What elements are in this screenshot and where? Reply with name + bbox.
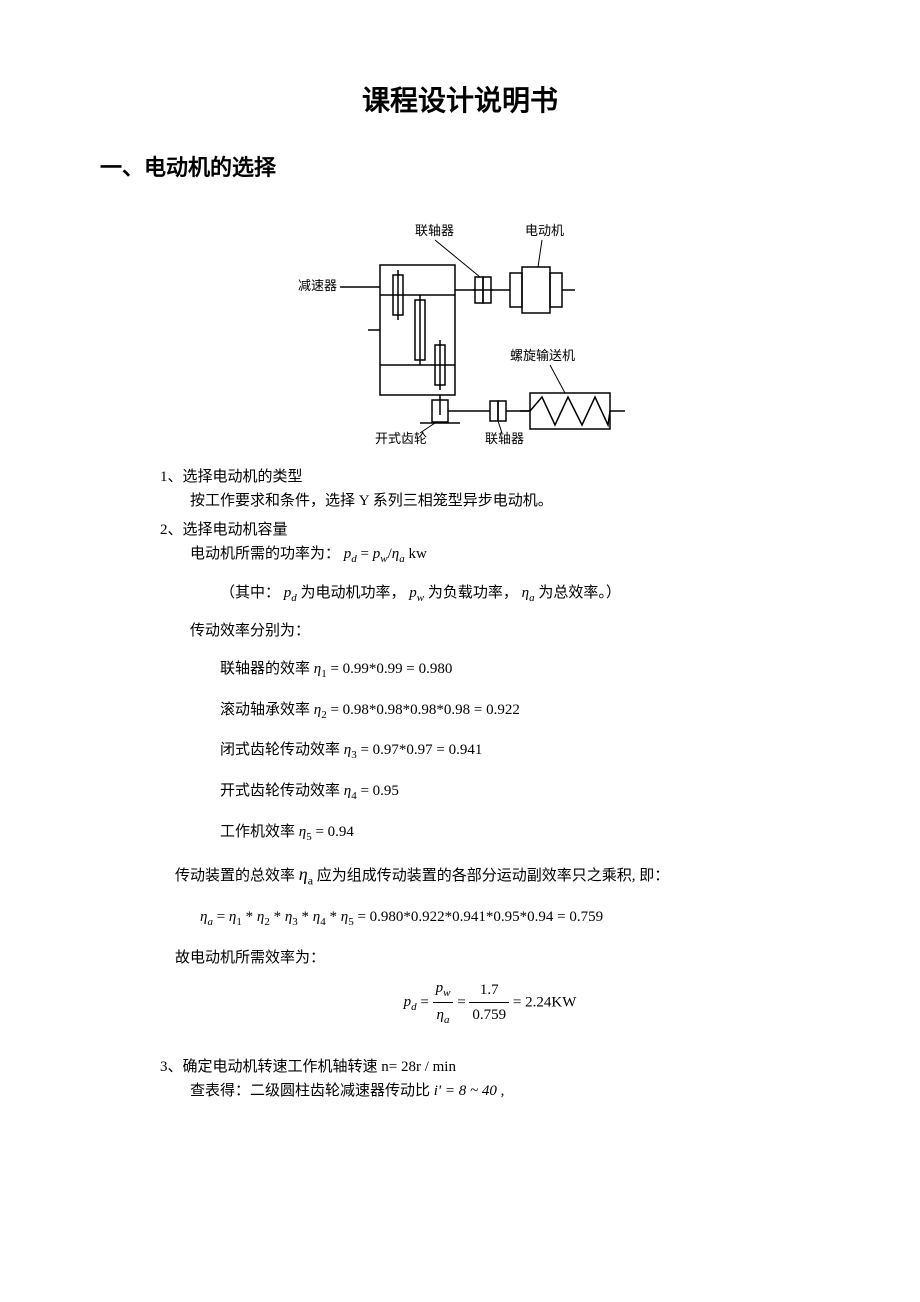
eta4-label: 开式齿轮传动效率 bbox=[220, 783, 340, 799]
eta2-line: 滚动轴承效率 η2 = 0.98*0.98*0.98*0.98 = 0.922 bbox=[220, 698, 820, 725]
pd-val-numer: 1.7 bbox=[469, 978, 509, 1003]
eta5-line: 工作机效率 η5 = 0.94 bbox=[220, 820, 820, 847]
section-heading: 一、电动机的选择 bbox=[100, 150, 820, 185]
eta3-label: 闭式齿轮传动效率 bbox=[220, 742, 340, 758]
note-eta: 为总效率。） bbox=[538, 585, 621, 601]
eta2-label: 滚动轴承效率 bbox=[220, 702, 310, 718]
eta1-line: 联轴器的效率 η1 = 0.99*0.99 = 0.980 bbox=[220, 657, 820, 684]
eta2-expr: = 0.98*0.98*0.98*0.98 = 0.922 bbox=[330, 702, 519, 718]
power-line: 电动机所需的功率为： pd = pw/ηa kw bbox=[190, 542, 820, 569]
total-eff-label: 传动装置的总效率 ηa 应为组成传动装置的各部分运动副效率只之乘积, 即： bbox=[175, 860, 820, 891]
note-pw: 为负载功率， bbox=[428, 585, 518, 601]
note-pd: 为电动机功率， bbox=[301, 585, 406, 601]
eff-label: 传动效率分别为： bbox=[190, 619, 820, 643]
eta3-line: 闭式齿轮传动效率 η3 = 0.97*0.97 = 0.941 bbox=[220, 738, 820, 765]
item3-head-line: 3、确定电动机转速工作机轴转速 n= 28r / min bbox=[160, 1055, 820, 1079]
item2-head: 2、选择电动机容量 bbox=[160, 518, 820, 542]
note-line: （其中： pd 为电动机功率， pw 为负载功率， ηa 为总效率。） bbox=[220, 581, 820, 608]
item1-head: 1、选择电动机的类型 bbox=[160, 465, 820, 489]
total-eff-label-a: 传动装置的总效率 bbox=[175, 868, 295, 884]
item3-lookup: 查表得：二级圆柱齿轮减速器传动比 bbox=[190, 1083, 430, 1099]
eta4-expr: = 0.95 bbox=[360, 783, 398, 799]
label-screw: 螺旋输送机 bbox=[510, 348, 575, 363]
item3-i-range: i' = 8 ~ 40 , bbox=[434, 1083, 505, 1099]
label-coupling2: 联轴器 bbox=[485, 431, 524, 445]
page-title: 课程设计说明书 bbox=[100, 80, 820, 125]
eta3-expr: = 0.97*0.97 = 0.941 bbox=[360, 742, 482, 758]
eta1-expr: = 0.99*0.99 = 0.980 bbox=[330, 661, 452, 677]
eta4-line: 开式齿轮传动效率 η4 = 0.95 bbox=[220, 779, 820, 806]
label-open-gear: 开式齿轮 bbox=[375, 431, 427, 445]
total-eff-expr-line: ηa = η1 * η2 * η3 * η4 * η5 = 0.980*0.92… bbox=[200, 905, 820, 932]
label-coupling: 联轴器 bbox=[415, 223, 454, 238]
system-diagram: 联轴器 电动机 减速器 螺旋输送机 开式齿轮 联轴器 bbox=[100, 205, 820, 445]
item3-n-value: 28r / min bbox=[401, 1059, 456, 1075]
required-eff-label: 故电动机所需效率为： bbox=[175, 946, 820, 970]
label-reducer: 减速器 bbox=[298, 278, 337, 293]
eta5-label: 工作机效率 bbox=[220, 824, 295, 840]
label-motor: 电动机 bbox=[525, 223, 564, 238]
total-eff-label-b: 应为组成传动装置的各部分运动副效率只之乘积, 即： bbox=[317, 868, 670, 884]
note-prefix: （其中： bbox=[220, 585, 280, 601]
pd-val-denom: 0.759 bbox=[469, 1003, 509, 1027]
power-label: 电动机所需的功率为： bbox=[190, 546, 340, 562]
item1-body: 按工作要求和条件，选择 Y 系列三相笼型异步电动机。 bbox=[190, 489, 820, 513]
item3-head: 3、确定电动机转速工作机轴转速 n= bbox=[160, 1059, 397, 1075]
eta5-expr: = 0.94 bbox=[315, 824, 353, 840]
eta1-label: 联轴器的效率 bbox=[220, 661, 310, 677]
item3-lookup-line: 查表得：二级圆柱齿轮减速器传动比 i' = 8 ~ 40 , bbox=[190, 1079, 820, 1103]
pd-formula: pd = pw ηa = 1.7 0.759 = 2.24KW bbox=[160, 976, 820, 1030]
pd-result: = 2.24KW bbox=[513, 994, 576, 1010]
